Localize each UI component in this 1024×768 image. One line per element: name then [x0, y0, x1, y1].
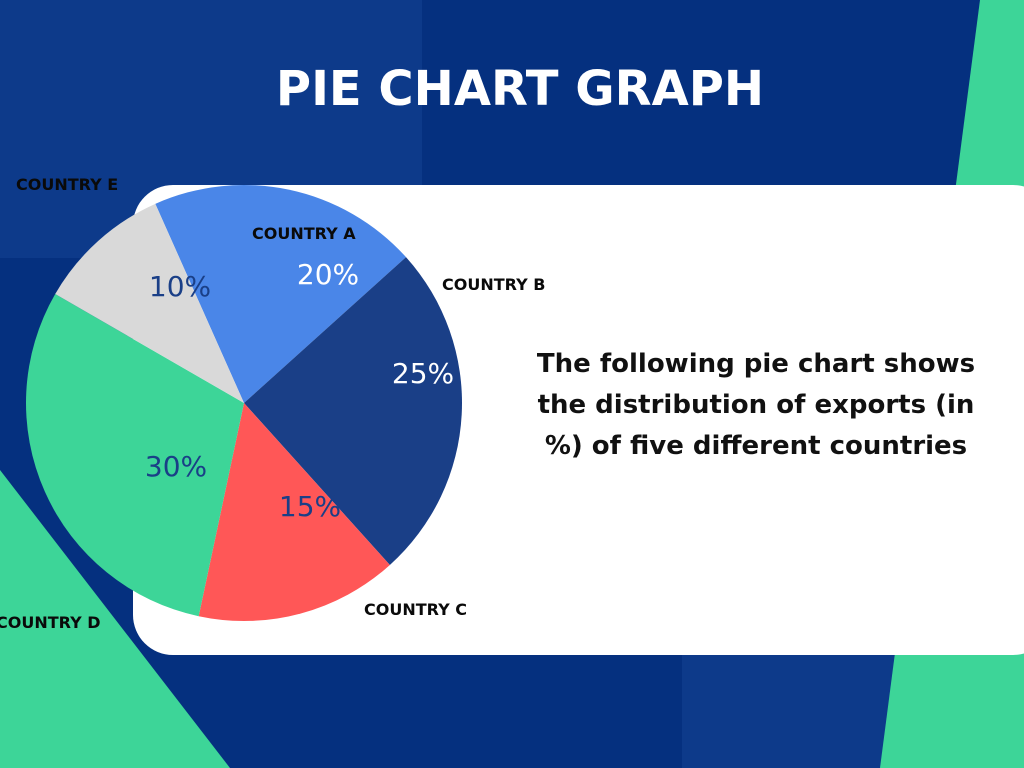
description: The following pie chart shows	[537, 349, 975, 379]
chart-title: PIE CHART GRAPH	[276, 61, 764, 117]
category-label: COUNTRY A	[252, 224, 356, 243]
value-label: 15%	[279, 490, 341, 523]
pie-slice	[25, 294, 245, 617]
category-label: COUNTRY B	[442, 275, 545, 294]
pie-slice	[55, 203, 244, 403]
pie-slice	[198, 403, 390, 622]
description: the distribution of exports (in	[538, 390, 975, 420]
value-label: 25%	[392, 357, 454, 390]
category-label: COUNTRY E	[16, 175, 118, 194]
pie-slice	[244, 257, 462, 566]
green-shape	[0, 470, 230, 768]
description: %) of five different countries	[545, 431, 967, 461]
value-label: 10%	[149, 270, 211, 303]
value-label: 20%	[297, 258, 359, 291]
category-label: COUNTRY C	[364, 600, 467, 619]
value-label: 30%	[145, 450, 207, 483]
pie-slice	[155, 185, 407, 403]
category-label: COUNTRY D	[0, 613, 101, 632]
